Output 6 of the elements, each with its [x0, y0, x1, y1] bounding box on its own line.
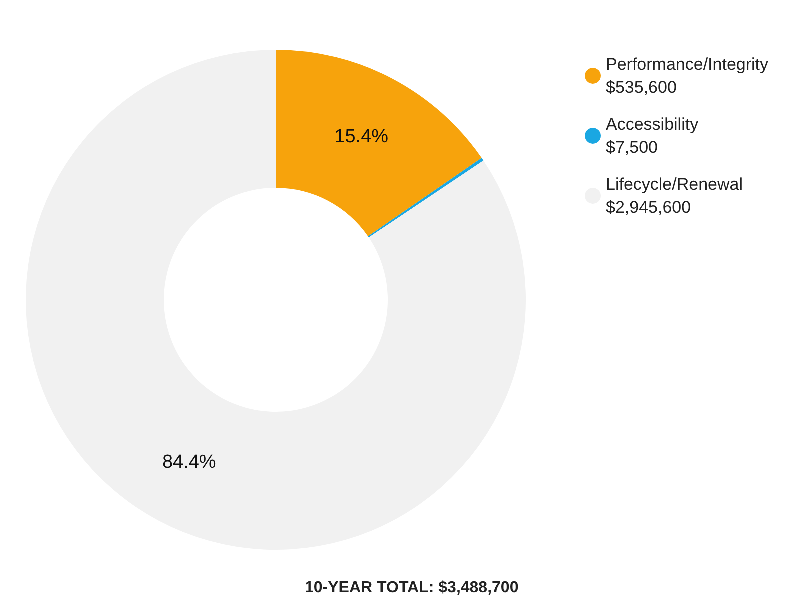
text: 10-YEAR TOTAL: $3,488,700 [305, 580, 519, 596]
data-label: 84.4% [162, 452, 216, 473]
legend-label: Lifecycle/Renewal $2,945,600 [606, 175, 744, 217]
legend-label: Accessibility $7,500 [606, 115, 700, 157]
legend-label: Performance/Integrity $535,600 [606, 55, 770, 97]
data-label: 15.4% [334, 126, 389, 148]
